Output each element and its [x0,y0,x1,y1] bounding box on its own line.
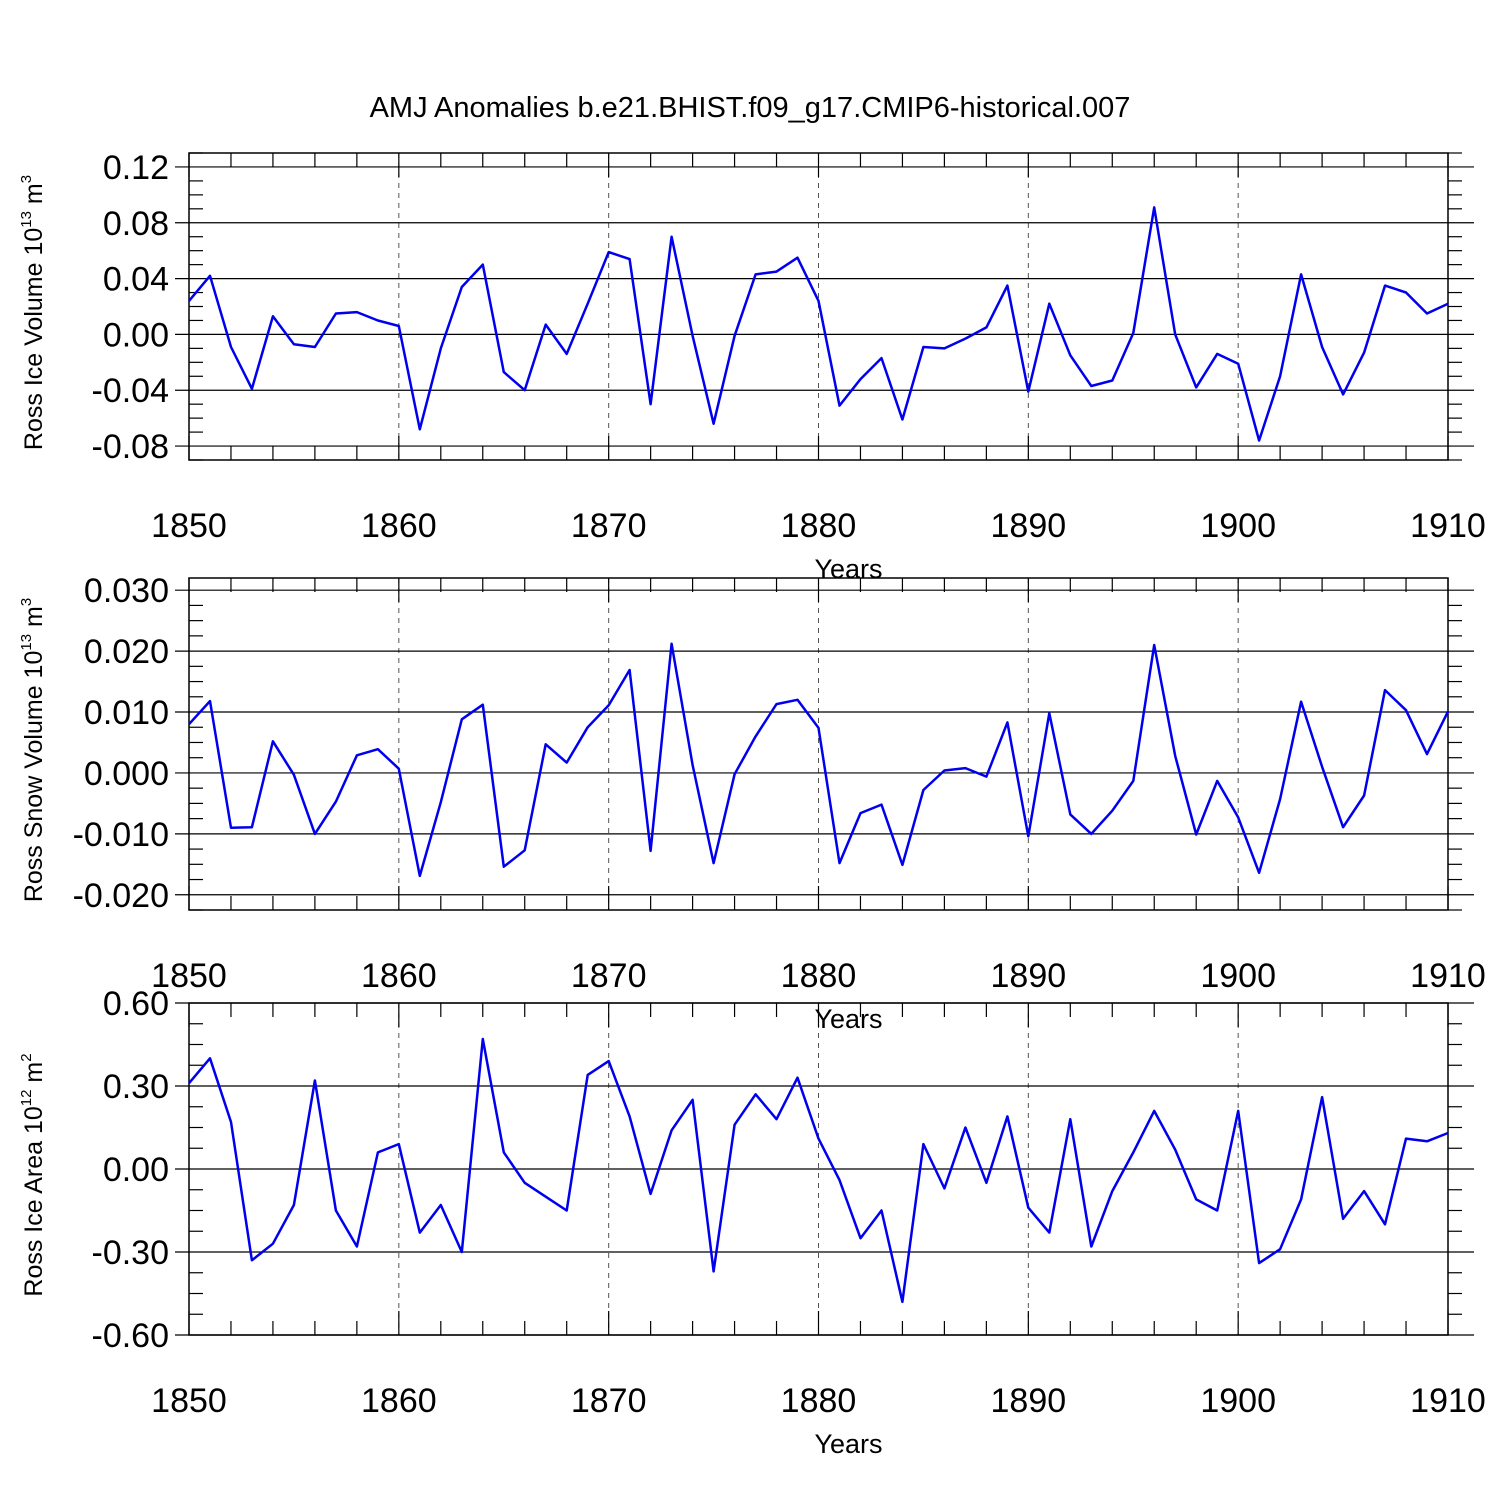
chart-title: AMJ Anomalies b.e21.BHIST.f09_g17.CMIP6-… [370,92,1131,124]
x-tick-label: 1850 [151,957,227,995]
panel-3: -0.60 -0.30 0.00 0.30 0.60 1850 1860 1870 1880 18… [18,985,1486,1459]
y-tick-label: -0.08 [92,428,170,466]
y-tick-label: 0.020 [84,633,169,671]
y-tick-label: 0.030 [84,572,169,610]
x-tick-label: 1880 [781,957,857,995]
y-tick-label: 0.08 [103,205,169,243]
x-tick-label: 1880 [781,1382,857,1420]
x-tick-label: 1860 [361,957,437,995]
x-tick-label: 1890 [991,1382,1067,1420]
x-tick-label: 1860 [361,507,437,545]
x-tick-label: 1860 [361,1382,437,1420]
x-axis-title: Years [814,554,882,584]
panels: -0.08 -0.04 0.00 0.04 0.08 0.12 1850 1860 1870 18… [18,149,1486,1459]
x-tick-label: 1870 [571,507,647,545]
x-tick-label: 1910 [1410,507,1486,545]
y-tick-label: -0.60 [92,1317,170,1355]
series-line [188,206,1449,442]
y-tick-label: 0.60 [103,985,169,1023]
y-tick-label: 0.04 [103,261,169,299]
x-axis-title: Years [814,1429,882,1459]
x-tick-label: 1900 [1200,1382,1276,1420]
series-line [188,642,1450,878]
x-axis-title: Years [814,1004,882,1034]
y-tick-label: 0.00 [103,316,169,354]
x-tick-label: 1890 [991,957,1067,995]
y-tick-label: -0.010 [73,816,169,854]
x-tick-label: 1850 [151,507,227,545]
x-tick-label: 1870 [571,957,647,995]
y-tick-label: 0.000 [84,755,169,793]
x-tick-label: 1900 [1200,957,1276,995]
x-tick-label: 1880 [781,507,857,545]
x-tick-label: 1900 [1200,507,1276,545]
x-tick-label: 1910 [1410,1382,1486,1420]
panel-1: -0.08 -0.04 0.00 0.04 0.08 0.12 1850 1860 1870 18… [18,149,1486,584]
x-tick-label: 1910 [1410,957,1486,995]
y-tick-label: 0.30 [103,1068,169,1106]
y-tick-label: -0.020 [73,877,169,915]
x-tick-label: 1870 [571,1382,647,1420]
y-tick-label: 0.12 [103,149,169,187]
y-tick-label: -0.04 [92,372,170,410]
x-tick-label: 1850 [151,1382,227,1420]
series-line [188,1037,1449,1304]
y-tick-label: -0.30 [92,1234,170,1272]
y-axis-title: Ross Snow Volume 1013 m3 [18,598,48,902]
panel-2: -0.020 -0.010 0.000 0.010 0.020 0.030 1850 1860… [18,572,1486,1034]
y-axis-title: Ross Ice Volume 1013 m3 [18,175,48,450]
y-axis-title: Ross Ice Area 1012 m2 [18,1053,48,1296]
y-tick-label: 0.010 [84,694,169,732]
y-tick-label: 0.00 [103,1151,169,1189]
x-tick-label: 1890 [991,507,1067,545]
